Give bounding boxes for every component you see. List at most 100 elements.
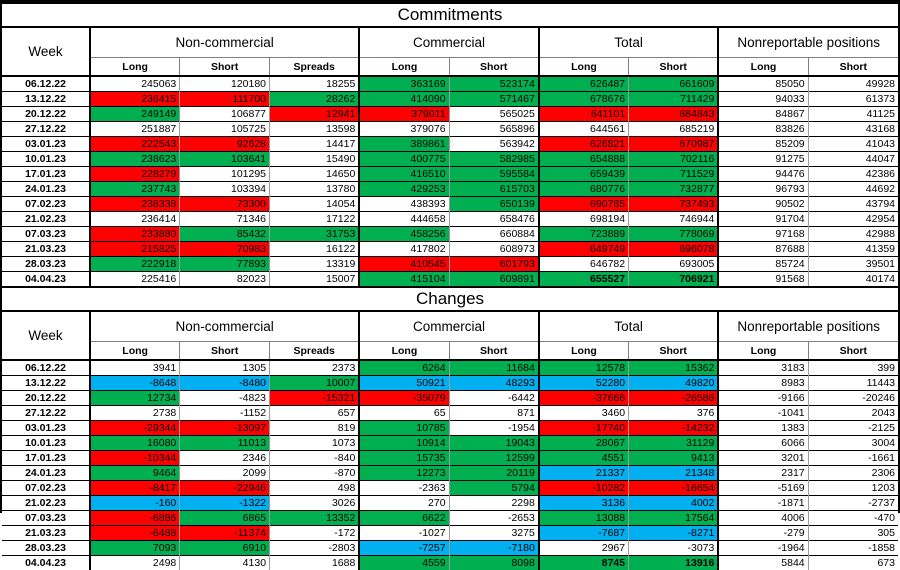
week-cell: 21.02.23	[2, 496, 90, 511]
column-subheader: Short	[808, 342, 898, 361]
value-cell: 42954	[808, 212, 898, 227]
value-cell: -8417	[90, 481, 180, 496]
value-cell: 12273	[359, 466, 449, 481]
value-cell: 71346	[180, 212, 270, 227]
value-cell: 43794	[808, 197, 898, 212]
value-cell: 49820	[629, 376, 719, 391]
value-cell: 732877	[629, 182, 719, 197]
week-cell: 03.01.23	[2, 137, 90, 152]
value-cell: 28262	[270, 92, 360, 107]
value-cell: -22946	[180, 481, 270, 496]
value-cell: 2498	[90, 556, 180, 570]
value-cell: 595584	[449, 167, 539, 182]
value-cell: -37666	[539, 391, 629, 406]
value-cell: -840	[270, 451, 360, 466]
value-cell: -2737	[808, 496, 898, 511]
value-cell: 819	[270, 421, 360, 436]
week-cell: 27.12.22	[2, 122, 90, 137]
week-cell: 24.01.23	[2, 182, 90, 197]
value-cell: 73300	[180, 197, 270, 212]
value-cell: 19043	[449, 436, 539, 451]
value-cell: 10007	[270, 376, 360, 391]
value-cell: 410545	[359, 257, 449, 272]
value-cell: 41043	[808, 137, 898, 152]
value-cell: 609891	[449, 272, 539, 287]
value-cell: -10282	[539, 481, 629, 496]
value-cell: -14232	[629, 421, 719, 436]
value-cell: -2803	[270, 541, 360, 556]
value-cell: 3004	[808, 436, 898, 451]
week-cell: 13.12.22	[2, 376, 90, 391]
value-cell: 16080	[90, 436, 180, 451]
column-subheader: Long	[539, 342, 629, 361]
value-cell: -279	[718, 526, 808, 541]
value-cell: 96793	[718, 182, 808, 197]
value-cell: -7257	[359, 541, 449, 556]
week-column-header: Week	[2, 27, 90, 76]
value-cell: 416510	[359, 167, 449, 182]
value-cell: 65	[359, 406, 449, 421]
value-cell: 103641	[180, 152, 270, 167]
value-cell: 417802	[359, 242, 449, 257]
value-cell: 16122	[270, 242, 360, 257]
week-column-header: Week	[2, 311, 90, 360]
value-cell: 379076	[359, 122, 449, 137]
value-cell: 106877	[180, 107, 270, 122]
value-cell: 1383	[718, 421, 808, 436]
value-cell: 3201	[718, 451, 808, 466]
value-cell: 111700	[180, 92, 270, 107]
week-cell: 06.12.22	[2, 76, 90, 92]
value-cell: -7687	[539, 526, 629, 541]
value-cell: -1964	[718, 541, 808, 556]
value-cell: -1322	[180, 496, 270, 511]
value-cell: 626821	[539, 137, 629, 152]
value-cell: -26586	[629, 391, 719, 406]
value-cell: 91568	[718, 272, 808, 287]
value-cell: 87688	[718, 242, 808, 257]
week-cell: 06.12.22	[2, 360, 90, 376]
column-subheader: Short	[180, 58, 270, 77]
value-cell: 13916	[629, 556, 719, 570]
value-cell: 42386	[808, 167, 898, 182]
value-cell: 2306	[808, 466, 898, 481]
value-cell: 680776	[539, 182, 629, 197]
week-cell: 28.03.23	[2, 257, 90, 272]
value-cell: 15007	[270, 272, 360, 287]
week-cell: 07.03.23	[2, 227, 90, 242]
value-cell: 94033	[718, 92, 808, 107]
week-cell: 17.01.23	[2, 451, 90, 466]
value-cell: 236414	[90, 212, 180, 227]
column-subheader: Short	[449, 58, 539, 77]
value-cell: 31753	[270, 227, 360, 242]
value-cell: 2346	[180, 451, 270, 466]
value-cell: -8271	[629, 526, 719, 541]
value-cell: 85432	[180, 227, 270, 242]
value-cell: 9413	[629, 451, 719, 466]
value-cell: 641101	[539, 107, 629, 122]
value-cell: 685219	[629, 122, 719, 137]
week-cell: 10.01.23	[2, 436, 90, 451]
value-cell: 565025	[449, 107, 539, 122]
column-subheader: Spreads	[270, 342, 360, 361]
week-cell: 20.12.22	[2, 107, 90, 122]
week-cell: 13.12.22	[2, 92, 90, 107]
value-cell: -6442	[449, 391, 539, 406]
value-cell: 10785	[359, 421, 449, 436]
value-cell: 3026	[270, 496, 360, 511]
value-cell: 15490	[270, 152, 360, 167]
value-cell: 654888	[539, 152, 629, 167]
column-subheader: Short	[180, 342, 270, 361]
value-cell: 5794	[449, 481, 539, 496]
value-cell: 84867	[718, 107, 808, 122]
value-cell: 696078	[629, 242, 719, 257]
value-cell: 3941	[90, 360, 180, 376]
